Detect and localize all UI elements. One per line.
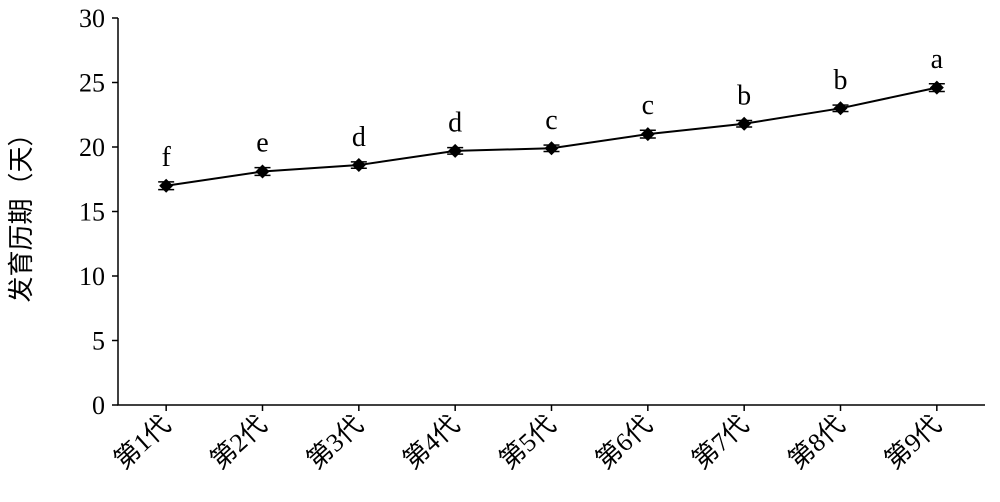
data-marker bbox=[834, 101, 848, 115]
data-marker bbox=[352, 158, 366, 172]
x-tick-label: 第3代 bbox=[301, 410, 369, 475]
x-tick-label: 第2代 bbox=[205, 410, 273, 475]
axis-lines bbox=[118, 18, 985, 405]
data-marker bbox=[159, 179, 173, 193]
data-marker bbox=[256, 165, 270, 179]
data-marker bbox=[930, 81, 944, 95]
chart-svg: 0 5 10 15 20 25 30 发育历期（天） 第1代第2代第3代第4代第5代第6代第7代… bbox=[0, 0, 1000, 502]
y-tick-label: 10 bbox=[79, 262, 105, 291]
x-tick-label: 第5代 bbox=[494, 410, 562, 475]
significance-label: c bbox=[642, 90, 654, 121]
y-tick-label: 20 bbox=[79, 133, 105, 162]
line-chart: 0 5 10 15 20 25 30 发育历期（天） 第1代第2代第3代第4代第5代第6代第7代… bbox=[0, 0, 1000, 502]
x-tick-label: 第8代 bbox=[783, 410, 851, 475]
y-tick-label: 30 bbox=[79, 4, 105, 33]
significance-label: b bbox=[834, 65, 848, 96]
significance-label: a bbox=[931, 44, 944, 75]
data-marker bbox=[737, 117, 751, 131]
x-tick-label: 第9代 bbox=[879, 410, 947, 475]
x-tick-label: 第6代 bbox=[590, 410, 658, 475]
significance-label: d bbox=[352, 122, 366, 153]
significance-label: d bbox=[448, 108, 462, 139]
y-axis-title: 发育历期（天） bbox=[7, 120, 36, 302]
y-tick-label: 25 bbox=[79, 69, 105, 98]
y-tick-label: 15 bbox=[79, 198, 105, 227]
significance-label: f bbox=[162, 142, 172, 173]
data-marker bbox=[641, 127, 655, 141]
significance-label: c bbox=[545, 105, 557, 136]
x-tick-label: 第7代 bbox=[686, 410, 754, 475]
x-tick-label: 第4代 bbox=[397, 410, 465, 475]
y-tick-label: 5 bbox=[92, 327, 105, 356]
data-marker bbox=[545, 141, 559, 155]
y-tick-label: 0 bbox=[92, 391, 105, 420]
x-tick-label: 第1代 bbox=[108, 410, 176, 475]
series-line bbox=[166, 88, 937, 186]
significance-label: b bbox=[737, 81, 751, 112]
data-marker bbox=[448, 144, 462, 158]
significance-label: e bbox=[256, 128, 268, 159]
